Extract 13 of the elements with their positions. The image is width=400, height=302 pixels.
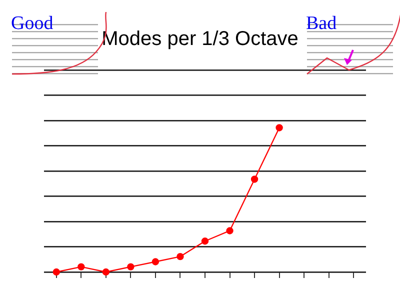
point — [52, 268, 60, 276]
point — [226, 227, 234, 234]
point — [276, 124, 283, 132]
text: Good — [11, 13, 54, 35]
point — [102, 268, 110, 276]
point — [250, 176, 258, 183]
point — [201, 238, 209, 245]
point — [152, 258, 160, 266]
point — [176, 252, 184, 260]
text: Bad — [306, 13, 337, 35]
point — [78, 263, 85, 270]
chart-title: Modes per 1/3 Octave — [100, 28, 300, 51]
point — [127, 263, 134, 270]
